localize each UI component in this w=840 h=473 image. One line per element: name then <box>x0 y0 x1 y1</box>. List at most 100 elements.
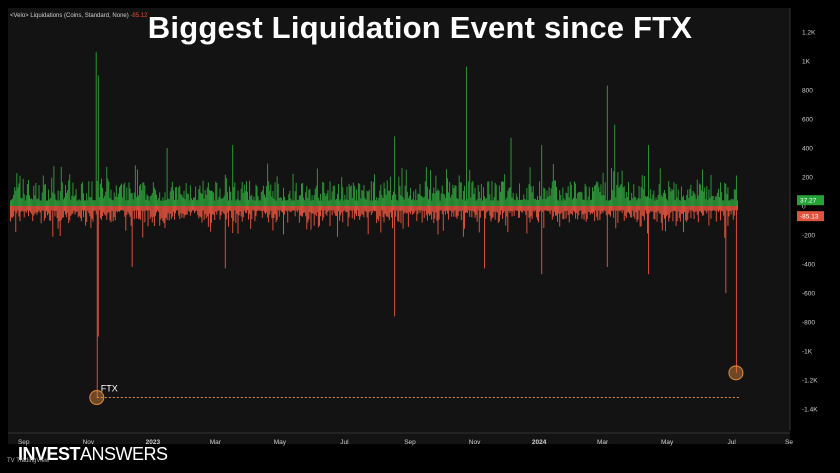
long-bar <box>285 200 287 206</box>
long-bar <box>465 200 466 206</box>
long-bar <box>231 200 233 206</box>
long-bar <box>89 197 91 206</box>
short-bar <box>344 206 346 211</box>
long-bar <box>648 145 650 206</box>
short-bar <box>296 206 298 213</box>
short-bar <box>737 206 738 211</box>
short-bar <box>484 206 486 269</box>
long-bar <box>182 197 184 206</box>
long-bar <box>653 190 655 206</box>
short-bar <box>129 206 131 217</box>
long-bar <box>357 200 359 206</box>
short-bar <box>443 206 445 212</box>
long-bar <box>47 200 48 206</box>
long-bar <box>345 199 347 206</box>
long-bar <box>166 147 168 206</box>
short-bar <box>29 206 30 211</box>
short-bar <box>442 206 444 231</box>
long-bar <box>645 197 647 206</box>
long-bar <box>210 191 211 206</box>
short-bar <box>210 206 211 232</box>
long-bar <box>694 194 696 206</box>
short-bar <box>539 206 541 212</box>
long-bar <box>164 192 166 206</box>
short-bar <box>657 206 659 211</box>
long-bar <box>565 192 567 206</box>
indicator-label[interactable]: <Velo> Liquidations (Coins, Standard, No… <box>10 13 147 19</box>
short-bar <box>597 206 599 221</box>
short-bar <box>128 206 130 215</box>
short-bar <box>57 206 59 229</box>
bars-layer <box>10 52 738 398</box>
short-bar <box>398 206 400 222</box>
short-bar <box>710 206 712 219</box>
short-bar <box>579 206 581 211</box>
short-bar <box>385 206 387 217</box>
short-bar <box>626 206 628 213</box>
long-bar <box>171 181 173 206</box>
long-bar <box>695 198 697 206</box>
long-bar <box>460 182 462 206</box>
long-bar <box>699 184 701 206</box>
long-bar <box>634 196 636 206</box>
long-bar <box>421 196 423 206</box>
short-bar <box>73 206 75 211</box>
short-bar <box>686 206 688 222</box>
long-bar <box>418 194 420 206</box>
short-bar <box>113 206 115 217</box>
long-bar <box>160 200 162 206</box>
long-bar <box>116 196 118 206</box>
short-bar <box>169 206 171 214</box>
short-bar <box>26 206 28 211</box>
long-bar <box>22 178 24 206</box>
long-bar <box>540 195 542 206</box>
short-bar <box>379 206 381 217</box>
long-bar <box>579 192 581 206</box>
short-bar <box>130 206 132 226</box>
long-bar <box>40 200 42 206</box>
long-bar <box>504 174 506 206</box>
long-bar <box>532 186 534 206</box>
long-bar <box>135 197 137 206</box>
short-bar <box>283 206 284 235</box>
long-bar <box>24 200 26 206</box>
long-bar <box>217 199 219 206</box>
long-bar <box>19 175 21 206</box>
long-bar <box>566 193 568 206</box>
long-bar <box>578 192 580 206</box>
long-bar <box>615 197 617 206</box>
long-bar <box>603 195 605 206</box>
long-bar <box>640 187 642 206</box>
long-bar <box>686 194 688 206</box>
long-bar <box>481 200 483 206</box>
short-bar <box>473 206 475 213</box>
long-bar <box>430 170 432 206</box>
long-bar <box>620 184 622 206</box>
long-bar <box>106 166 108 206</box>
long-bar <box>607 200 609 206</box>
short-bar <box>276 206 278 221</box>
short-bar <box>241 206 243 222</box>
short-bar <box>42 206 44 211</box>
long-bar <box>178 187 180 206</box>
long-bar <box>105 191 107 206</box>
long-bar <box>296 200 298 206</box>
short-bar <box>619 206 621 212</box>
short-bar <box>78 206 80 217</box>
long-bar <box>123 184 125 206</box>
short-bar <box>332 206 334 211</box>
long-bar <box>44 184 46 206</box>
short-bar <box>256 206 258 212</box>
short-bar <box>675 206 677 226</box>
short-bar <box>204 206 206 215</box>
long-bar <box>97 75 99 206</box>
short-bar <box>711 206 713 211</box>
long-bar <box>492 200 494 206</box>
short-bar <box>149 206 151 219</box>
ftx-annotation-label: FTX <box>101 384 118 394</box>
long-bar <box>323 182 325 206</box>
long-bar <box>714 196 716 206</box>
short-bar <box>730 206 732 215</box>
indicator-name: <Velo> Liquidations (Coins, Standard, No… <box>10 13 129 19</box>
short-bar <box>22 206 24 212</box>
